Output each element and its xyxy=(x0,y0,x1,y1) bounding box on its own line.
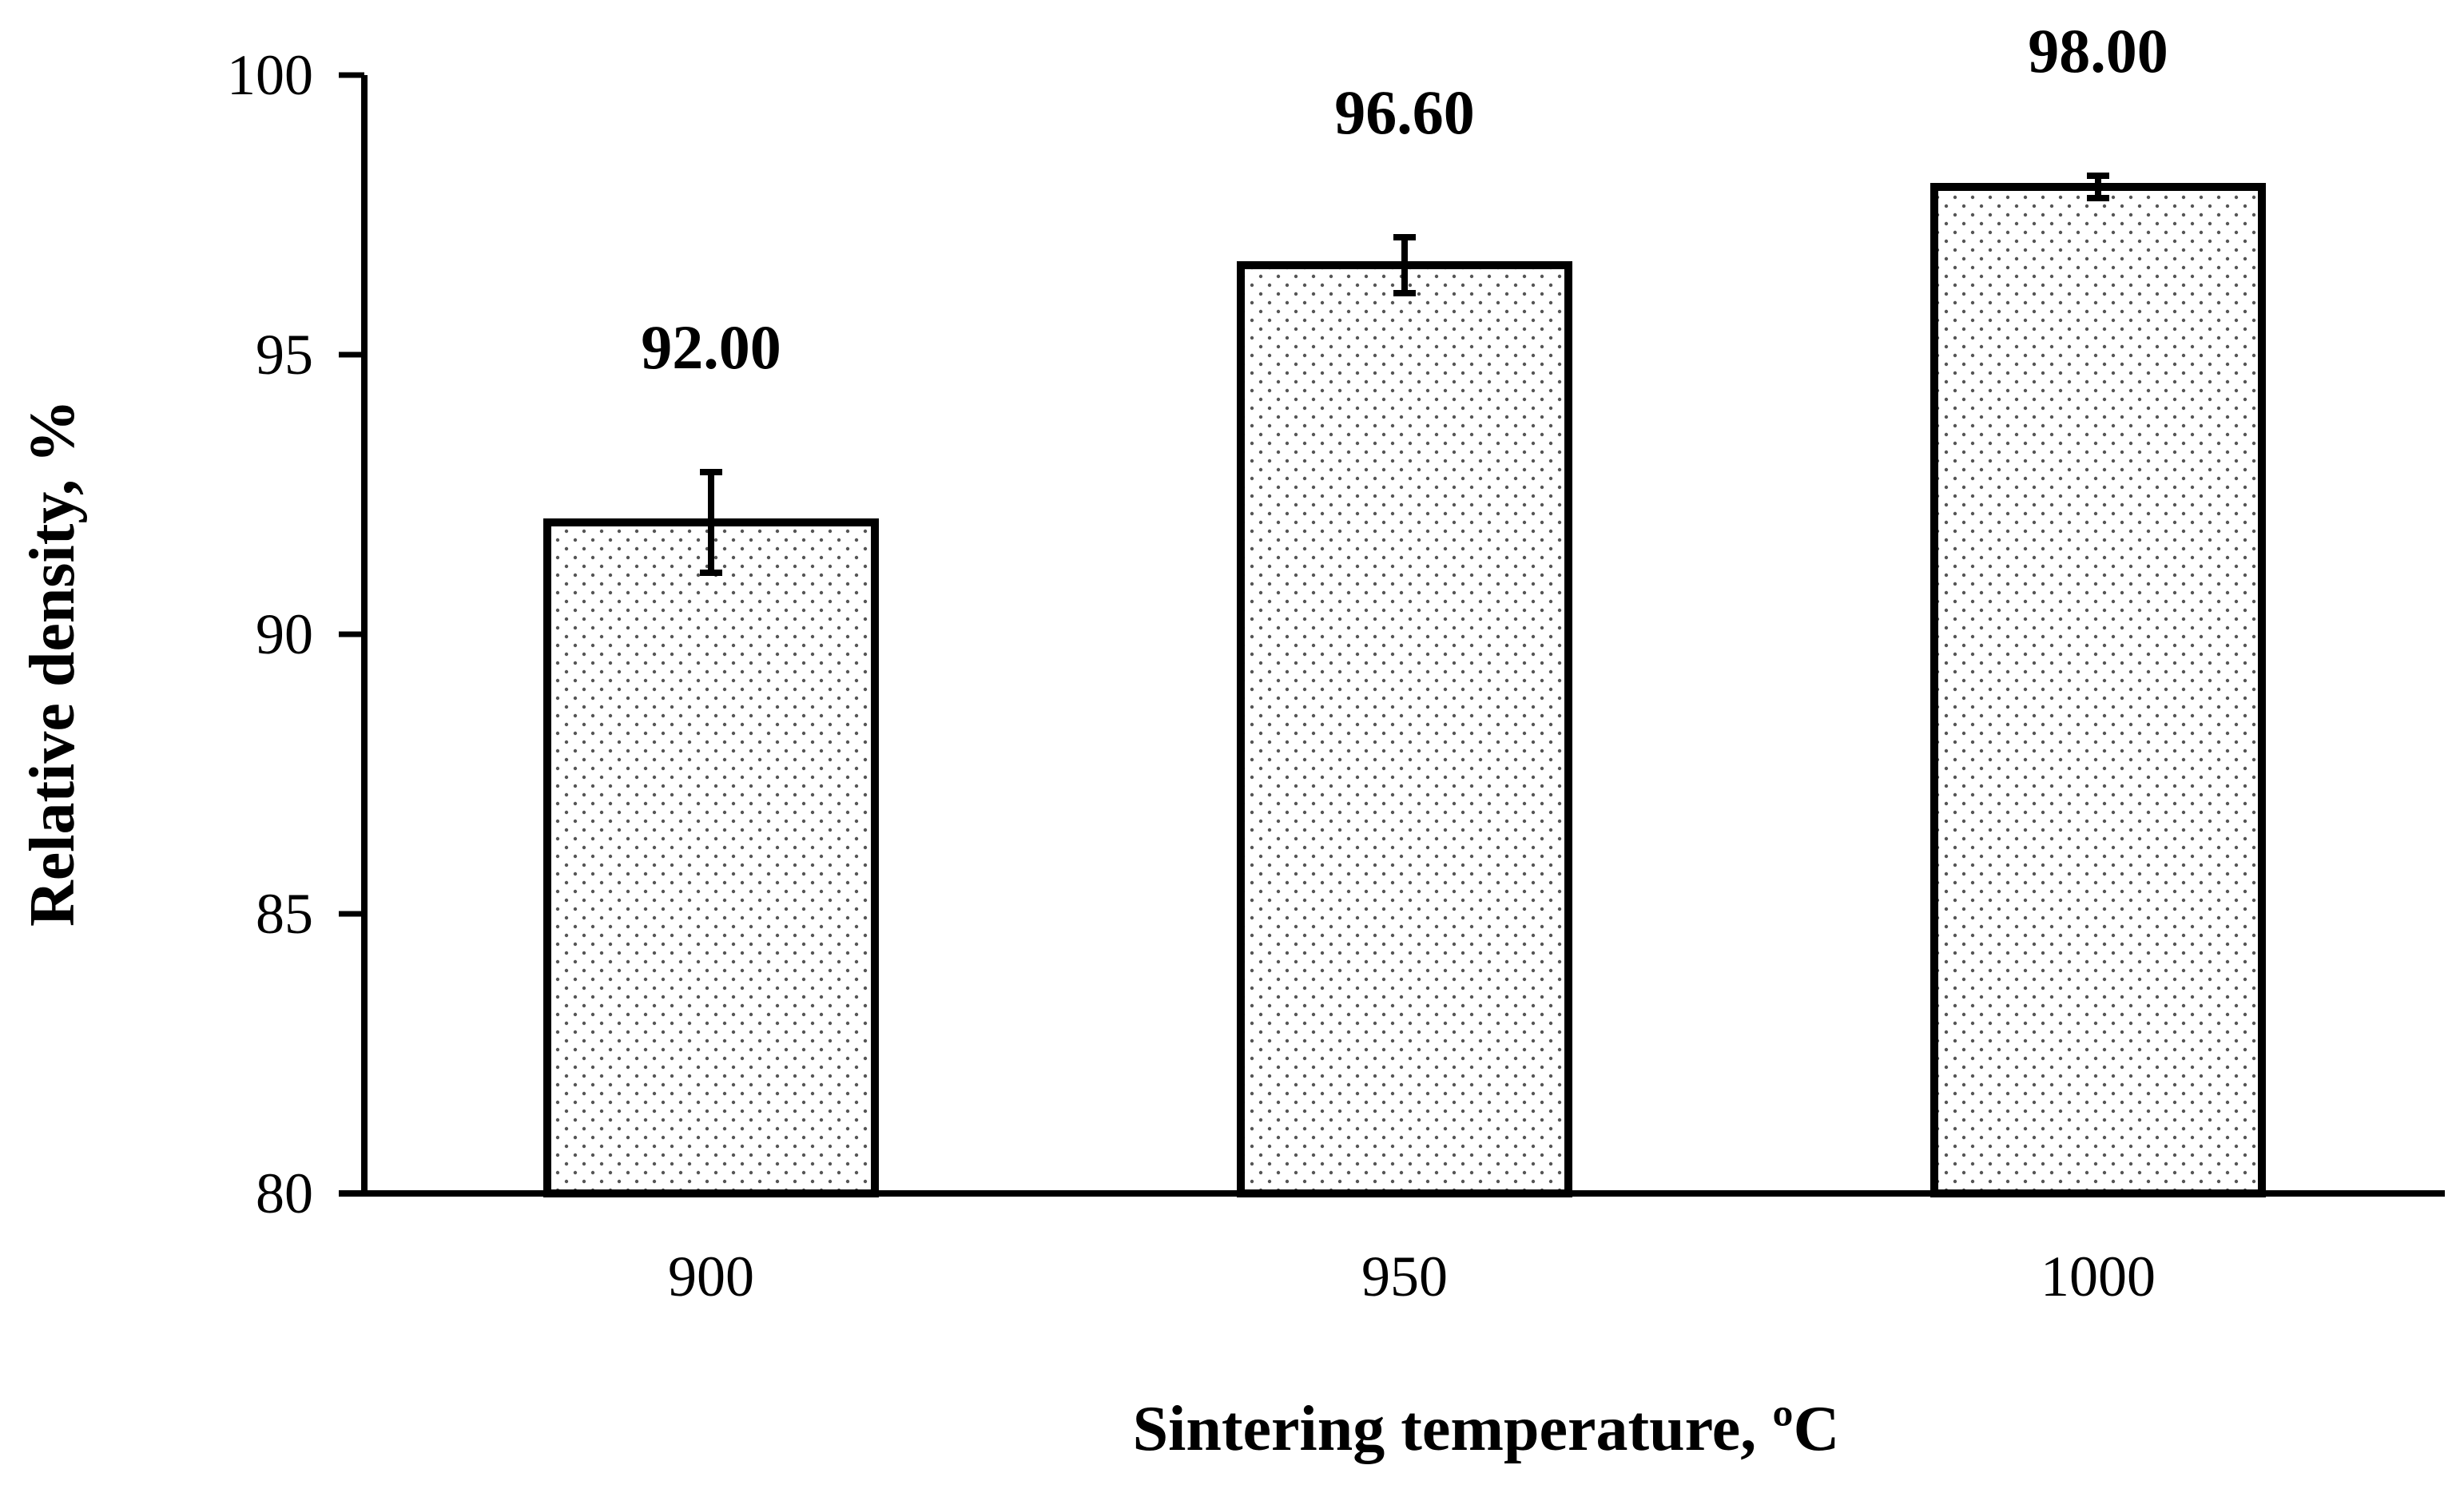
x-axis-title: Sintering temperature, ºC xyxy=(1133,1394,1840,1464)
data-label-1000: 98.00 xyxy=(2028,16,2168,85)
bars: 92.00 96.60 98.00 xyxy=(543,16,2266,1197)
y-axis-title: Relative density, % xyxy=(18,399,88,927)
y-tick-label: 95 xyxy=(256,323,313,387)
y-tick-label: 80 xyxy=(256,1161,313,1225)
x-tick-label-950: 950 xyxy=(1361,1245,1448,1308)
x-tick-labels: 900 950 1000 xyxy=(668,1245,2156,1308)
x-tick-label-900: 900 xyxy=(668,1245,754,1308)
bar-1000 xyxy=(1930,183,2266,1197)
bar-950 xyxy=(1237,261,1572,1197)
y-ticks: 80 85 90 95 100 xyxy=(227,43,364,1225)
data-label-900: 92.00 xyxy=(641,312,781,382)
data-label-950: 96.60 xyxy=(1334,77,1475,147)
y-tick-label: 85 xyxy=(256,882,313,946)
y-tick-label: 90 xyxy=(256,602,313,666)
x-tick-label-1000: 1000 xyxy=(2041,1245,2156,1308)
y-tick-label: 100 xyxy=(227,43,313,107)
bar-900 xyxy=(543,518,879,1197)
